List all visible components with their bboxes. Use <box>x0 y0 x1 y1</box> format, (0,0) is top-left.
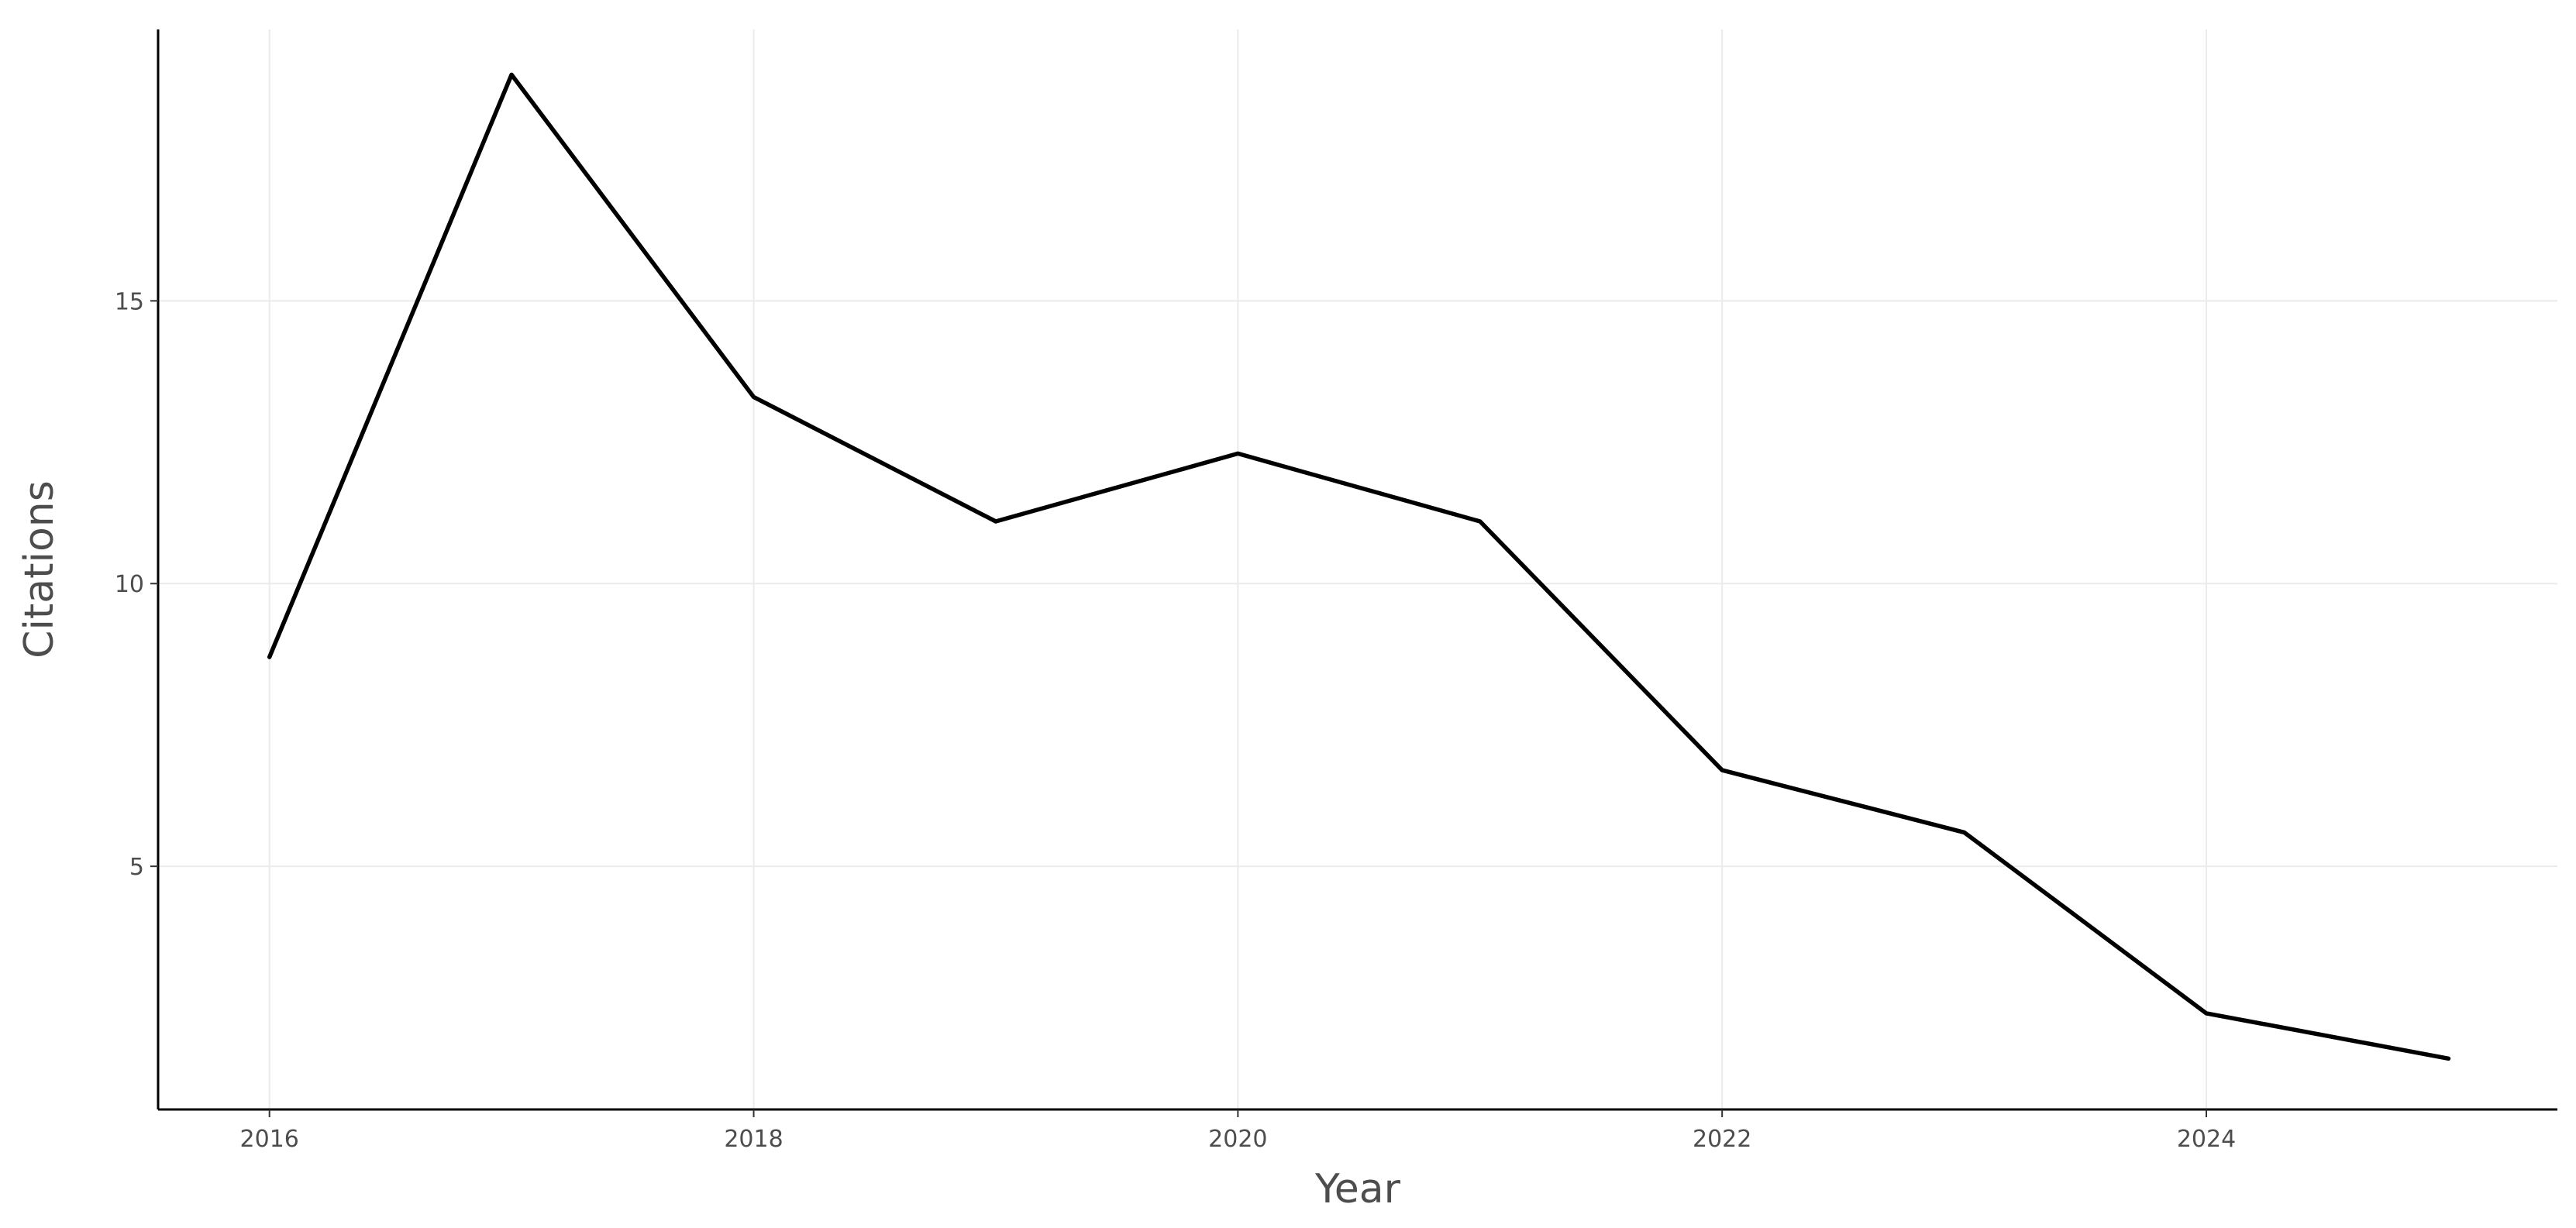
y-axis-title: Citations <box>16 480 63 659</box>
x-tick-label-2016: 2016 <box>240 1126 299 1153</box>
y-tick-label-10: 10 <box>115 571 144 598</box>
y-tick-label-15: 15 <box>115 288 144 315</box>
x-tick-label-2024: 2024 <box>2177 1126 2236 1153</box>
x-tick-label-2022: 2022 <box>1693 1126 1751 1153</box>
series <box>270 74 2449 1058</box>
axes <box>158 29 2557 1109</box>
y-tick-label-5: 5 <box>129 854 144 881</box>
series-line-0 <box>270 74 2449 1058</box>
x-axis-title: Year <box>1314 1166 1401 1213</box>
x-tick-label-2020: 2020 <box>1208 1126 1267 1153</box>
x-tick-label-2018: 2018 <box>724 1126 783 1153</box>
grid <box>158 29 2557 1109</box>
ticks: 2016 2018 2020 2022 2024 5 10 15 <box>115 288 2236 1153</box>
